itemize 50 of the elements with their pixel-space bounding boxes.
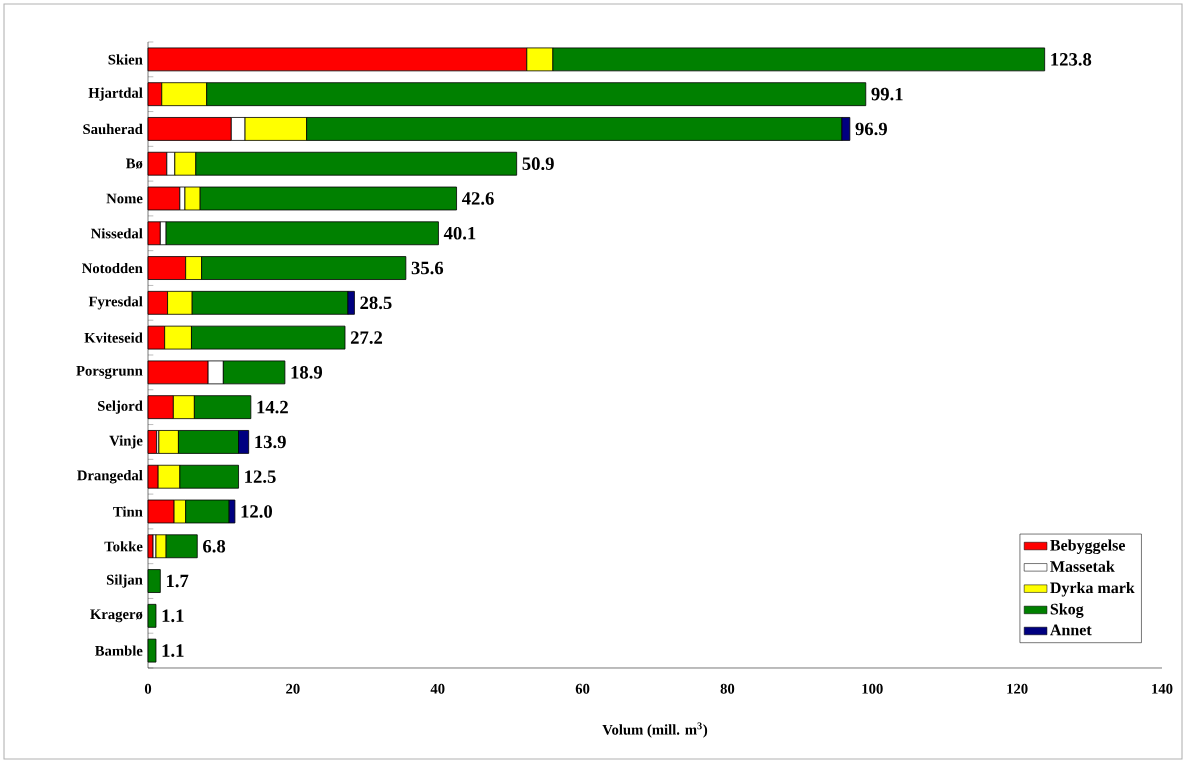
y-tick-label: Seljord	[98, 400, 143, 414]
y-tick-label: Drangedal	[77, 470, 143, 484]
y-tick-label: Porsgrunn	[76, 365, 143, 379]
legend-label: Annet	[1050, 624, 1092, 636]
y-tick-label: Notodden	[82, 262, 143, 274]
x-tick-label: 0	[144, 683, 152, 694]
legend-label: Bebyggelse	[1050, 539, 1126, 555]
total-label: 18.9	[291, 366, 323, 379]
total-label: 1.7	[166, 574, 189, 588]
y-tick-label: Tinn	[113, 506, 143, 517]
legend-label: Massetak	[1050, 560, 1115, 572]
y-tick-label: Nome	[106, 193, 143, 204]
total-label: 123.8	[1051, 53, 1092, 66]
legend-label: Skog	[1050, 603, 1084, 618]
total-label: 96.9	[855, 122, 887, 136]
total-label: 40.1	[443, 226, 476, 240]
y-tick-label: Vinje	[109, 435, 143, 449]
x-axis-title: Volum (mill. m$^{3}$)	[602, 722, 708, 738]
x-tick-label: 100	[862, 683, 883, 694]
y-tick-label: Fyresdal	[88, 296, 143, 310]
total-label: 28.5	[360, 296, 392, 310]
total-label: 42.6	[461, 192, 494, 205]
total-label: 13.9	[255, 435, 286, 449]
y-tick-label: Siljan	[106, 574, 143, 588]
y-tick-label: Kviteseid	[84, 332, 143, 343]
legend-label: Dyrka mark	[1050, 581, 1135, 597]
x-tick-label: 60	[575, 683, 590, 694]
total-label: 14.2	[257, 400, 288, 414]
y-tick-label: Tokke	[104, 541, 143, 552]
total-label: 27.2	[350, 331, 383, 344]
total-label: 12.0	[241, 505, 273, 518]
total-label: 50.9	[522, 157, 554, 171]
y-tick-label: Kragerø	[90, 609, 143, 623]
y-tick-label: Sauherad	[83, 123, 143, 135]
x-tick-label: 140	[1152, 683, 1173, 694]
total-label: 6.8	[203, 539, 226, 553]
total-label: 35.6	[411, 261, 444, 275]
x-tick-label: 40	[430, 683, 445, 694]
total-label: 99.1	[871, 87, 903, 101]
y-tick-label: Hjartdal	[88, 87, 143, 101]
x-tick-label: 120	[1007, 683, 1028, 694]
total-label: 1.1	[162, 609, 184, 623]
x-tick-label: 20	[286, 683, 300, 694]
y-tick-label: Nissedal	[90, 228, 143, 239]
total-label: 12.5	[245, 470, 276, 484]
y-tick-label: Bamble	[95, 645, 143, 656]
y-tick-label: Skien	[108, 54, 143, 65]
y-tick-label: Bø	[125, 158, 143, 169]
total-label: 1.1	[162, 644, 184, 657]
x-tick-label: 80	[720, 683, 735, 694]
